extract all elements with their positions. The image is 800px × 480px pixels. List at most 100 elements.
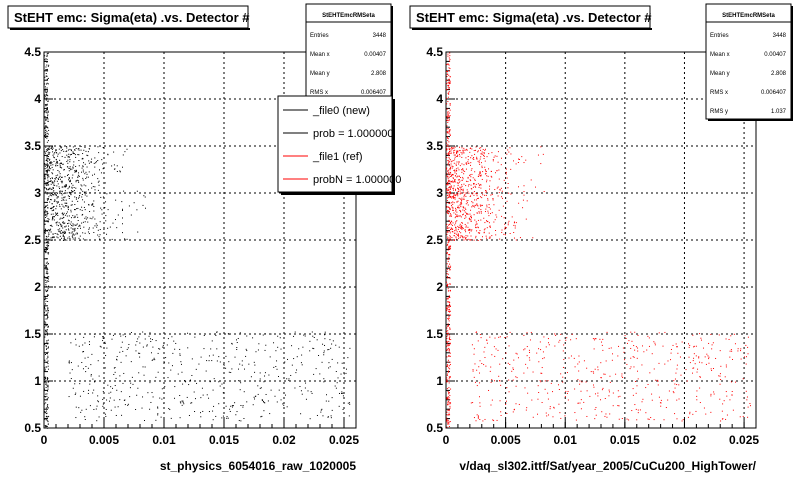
data-point: [69, 372, 71, 374]
data-point: [449, 82, 451, 84]
data-point: [575, 419, 577, 421]
data-point: [742, 378, 744, 380]
data-point: [516, 353, 518, 355]
data-point: [201, 387, 203, 389]
data-point: [52, 169, 54, 171]
data-point: [47, 111, 49, 113]
data-point: [446, 345, 448, 347]
data-point: [157, 407, 159, 409]
data-point: [447, 309, 449, 311]
data-point: [609, 375, 611, 377]
data-point: [494, 189, 496, 191]
data-point: [448, 370, 450, 372]
data-point: [50, 180, 52, 182]
data-point: [450, 228, 452, 230]
data-point: [120, 346, 122, 348]
data-point: [447, 137, 449, 139]
data-point: [477, 151, 479, 153]
data-point: [195, 368, 197, 370]
data-point: [46, 270, 48, 272]
data-point: [90, 375, 92, 377]
data-point: [57, 237, 59, 239]
data-point: [449, 68, 451, 70]
data-point: [675, 372, 677, 374]
data-point: [574, 412, 576, 414]
data-point: [467, 204, 469, 206]
data-point: [52, 173, 54, 175]
data-point: [288, 379, 290, 381]
data-point: [58, 171, 60, 173]
data-point: [676, 399, 678, 401]
data-point: [467, 156, 469, 158]
data-point: [70, 223, 72, 225]
data-point: [494, 172, 496, 174]
data-point: [618, 405, 620, 407]
data-point: [46, 182, 48, 184]
data-point: [75, 147, 77, 149]
data-point: [594, 393, 596, 395]
data-point: [322, 415, 324, 417]
data-point: [55, 178, 57, 180]
data-point: [98, 375, 100, 377]
data-point: [114, 385, 116, 387]
data-point: [447, 265, 449, 267]
data-point: [69, 180, 71, 182]
data-point: [47, 307, 49, 309]
data-point: [452, 209, 454, 211]
data-point: [83, 390, 85, 392]
data-point: [555, 334, 557, 336]
data-point: [71, 232, 73, 234]
data-point: [78, 160, 80, 162]
data-point: [53, 216, 55, 218]
data-point: [540, 381, 542, 383]
data-point: [462, 209, 464, 211]
data-point: [595, 407, 597, 409]
data-point: [471, 193, 473, 195]
data-point: [230, 371, 232, 373]
data-point: [735, 381, 737, 383]
data-point: [208, 360, 210, 362]
data-point: [446, 342, 448, 344]
data-point: [593, 348, 595, 350]
data-point: [150, 352, 152, 354]
data-point: [47, 377, 49, 379]
data-point: [731, 394, 733, 396]
data-point: [447, 138, 449, 140]
data-point: [305, 382, 307, 384]
data-point: [160, 416, 162, 418]
data-point: [448, 238, 450, 240]
data-point: [485, 170, 487, 172]
data-point: [447, 422, 449, 424]
data-point: [47, 420, 49, 422]
data-point: [449, 269, 451, 271]
data-point: [110, 391, 112, 393]
data-point: [449, 376, 451, 378]
data-point: [48, 238, 50, 240]
data-point: [246, 401, 248, 403]
data-point: [75, 180, 77, 182]
data-point: [62, 232, 64, 234]
data-point: [48, 165, 50, 167]
data-point: [585, 381, 587, 383]
data-point: [328, 362, 330, 364]
data-point: [461, 179, 463, 181]
data-point: [446, 145, 448, 147]
data-point: [152, 396, 154, 398]
data-point: [458, 197, 460, 199]
data-point: [448, 247, 450, 249]
data-point: [100, 196, 102, 198]
data-point: [44, 336, 46, 338]
data-point: [446, 120, 448, 122]
data-point: [236, 411, 238, 413]
data-point: [45, 378, 47, 380]
data-point: [458, 182, 460, 184]
data-point: [45, 152, 47, 154]
data-point: [482, 194, 484, 196]
data-point: [70, 153, 72, 155]
data-point: [495, 230, 497, 232]
data-point: [469, 179, 471, 181]
data-point: [632, 388, 634, 390]
data-point: [45, 91, 47, 93]
data-point: [84, 239, 86, 241]
data-point: [452, 201, 454, 203]
